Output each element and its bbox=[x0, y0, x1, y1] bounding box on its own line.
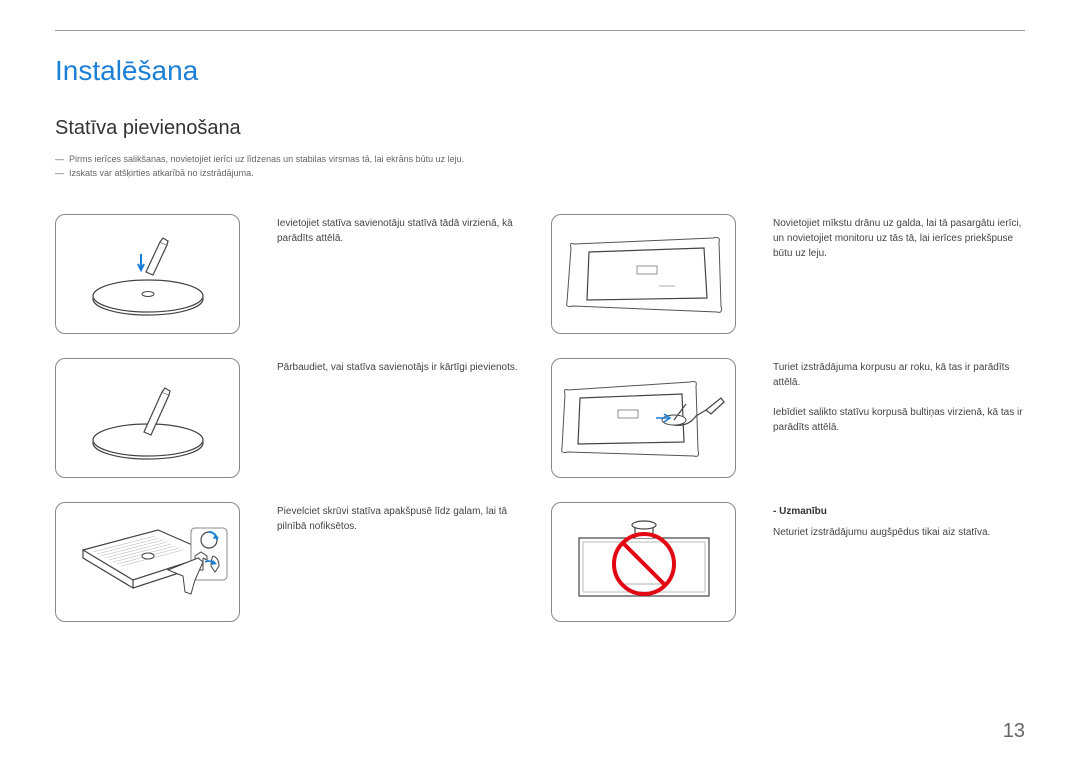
attach-stand-icon bbox=[556, 368, 731, 468]
page-number: 13 bbox=[1003, 720, 1025, 743]
step-5-text: Turiet izstrādājuma korpusu ar roku, kā … bbox=[773, 358, 1025, 435]
prohibited-hold-icon bbox=[559, 512, 729, 612]
step-3-text: Pievelciet skrūvi statīva apakšpusē līdz… bbox=[277, 502, 529, 534]
screw-base-icon bbox=[63, 510, 233, 615]
figure-step-2 bbox=[55, 358, 240, 478]
figure-caution bbox=[551, 502, 736, 622]
cloth-monitor-icon bbox=[559, 224, 729, 324]
stand-insert-icon bbox=[68, 224, 228, 324]
note-1: Pirms ierīces salikšanas, novietojiet ie… bbox=[55, 154, 1025, 164]
step-5a-text: Turiet izstrādājuma korpusu ar roku, kā … bbox=[773, 362, 1009, 388]
stand-check-icon bbox=[68, 368, 228, 468]
figure-step-4 bbox=[551, 214, 736, 334]
caution-block: - Uzmanību Neturiet izstrādājumu augšpēd… bbox=[773, 502, 1025, 540]
top-rule bbox=[55, 30, 1025, 31]
step-1-text: Ievietojiet statīva savienotāju statīvā … bbox=[277, 214, 529, 246]
note-2: Izskats var atšķirties atkarībā no izstr… bbox=[55, 168, 1025, 178]
section-title: Statīva pievienošana bbox=[55, 117, 1025, 140]
step-4-text: Novietojiet mīkstu drānu uz galda, lai t… bbox=[773, 214, 1025, 261]
step-2-text: Pārbaudiet, vai statīva savienotājs ir k… bbox=[277, 358, 529, 375]
step-5b-text: Iebīdiet salikto statīvu korpusā bultiņa… bbox=[773, 407, 1023, 433]
figure-step-1 bbox=[55, 214, 240, 334]
chapter-title: Instalēšana bbox=[55, 55, 1025, 87]
caution-text: Neturiet izstrādājumu augšpēdus tikai ai… bbox=[773, 527, 990, 538]
steps-grid: Ievietojiet statīva savienotāju statīvā … bbox=[55, 214, 1025, 622]
caution-label: - Uzmanību bbox=[773, 504, 1025, 519]
figure-step-3 bbox=[55, 502, 240, 622]
figure-step-5 bbox=[551, 358, 736, 478]
